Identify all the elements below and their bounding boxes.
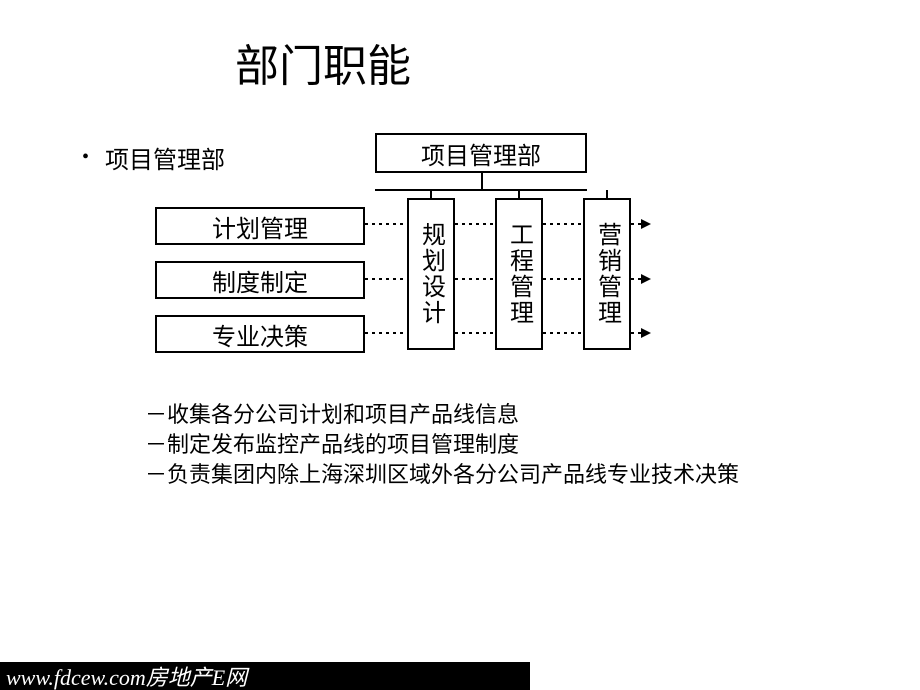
footer-bar: www.fdcew.com房地产E网 bbox=[0, 662, 530, 690]
connector-lines bbox=[0, 0, 920, 690]
footer-text: www.fdcew.com房地产E网 bbox=[0, 660, 247, 690]
description-line-1: －制定发布监控产品线的项目管理制度 bbox=[145, 430, 739, 460]
description-block: －收集各分公司计划和项目产品线信息 －制定发布监控产品线的项目管理制度 －负责集… bbox=[145, 400, 739, 490]
footer-tag: 房地产E网 bbox=[146, 665, 247, 690]
description-line-2: －负责集团内除上海深圳区域外各分公司产品线专业技术决策 bbox=[145, 460, 739, 490]
slide: 部门职能 • 项目管理部 项目管理部 计划管理 制度制定 专业决策 规划设计 工… bbox=[0, 0, 920, 690]
description-line-0: －收集各分公司计划和项目产品线信息 bbox=[145, 400, 739, 430]
footer-domain: www.fdcew.com bbox=[6, 665, 146, 690]
